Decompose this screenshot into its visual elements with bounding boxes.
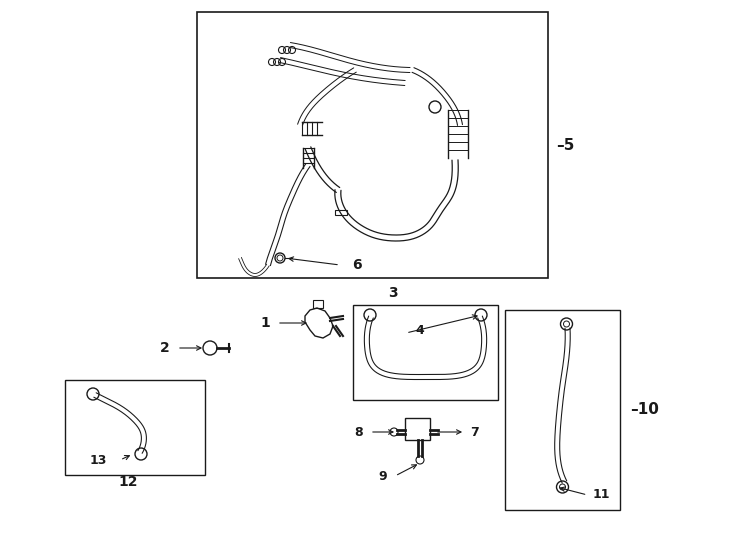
Text: 9: 9: [378, 469, 387, 483]
Bar: [65, 380, 205, 475]
Text: 1: 1: [261, 316, 270, 330]
Bar: [505, 310, 620, 510]
Bar: [353, 305, 498, 400]
Text: –5: –5: [556, 138, 574, 152]
Text: 7: 7: [470, 426, 479, 438]
Text: 3: 3: [388, 286, 398, 300]
Bar: [313, 300, 323, 308]
Text: 8: 8: [355, 426, 363, 438]
Text: 11: 11: [592, 489, 610, 502]
Text: 4: 4: [415, 323, 424, 336]
Bar: [405, 418, 430, 440]
Bar: [197, 12, 548, 278]
Text: 6: 6: [352, 258, 362, 272]
Text: 13: 13: [90, 454, 107, 467]
Text: –10: –10: [630, 402, 659, 417]
Text: 12: 12: [118, 475, 138, 489]
Bar: [335, 210, 347, 215]
Text: 2: 2: [160, 341, 170, 355]
